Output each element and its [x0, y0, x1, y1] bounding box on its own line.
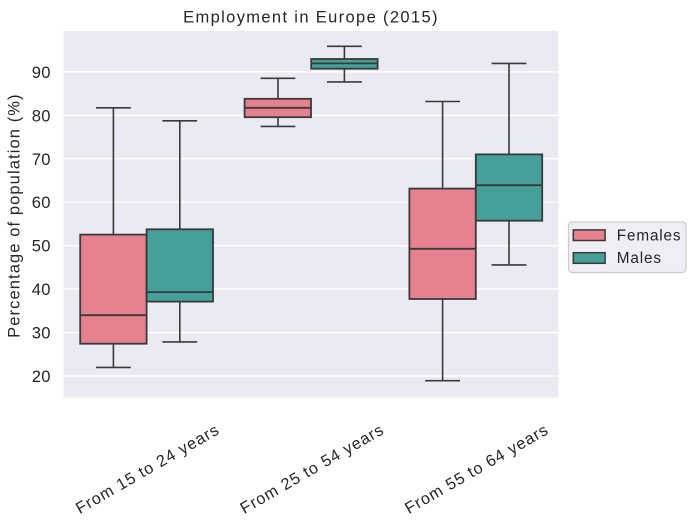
svg-text:40: 40 — [32, 280, 51, 299]
svg-text:80: 80 — [32, 106, 51, 125]
svg-text:Females: Females — [617, 227, 682, 244]
svg-text:20: 20 — [32, 367, 51, 386]
svg-text:30: 30 — [32, 324, 51, 343]
svg-text:Employment in Europe (2015): Employment in Europe (2015) — [183, 8, 439, 26]
svg-text:Males: Males — [617, 250, 662, 267]
svg-text:Percentage of population (%): Percentage of population (%) — [6, 93, 24, 338]
svg-text:70: 70 — [32, 150, 51, 169]
svg-text:60: 60 — [32, 193, 51, 212]
svg-text:50: 50 — [32, 237, 51, 256]
svg-text:90: 90 — [32, 63, 51, 82]
